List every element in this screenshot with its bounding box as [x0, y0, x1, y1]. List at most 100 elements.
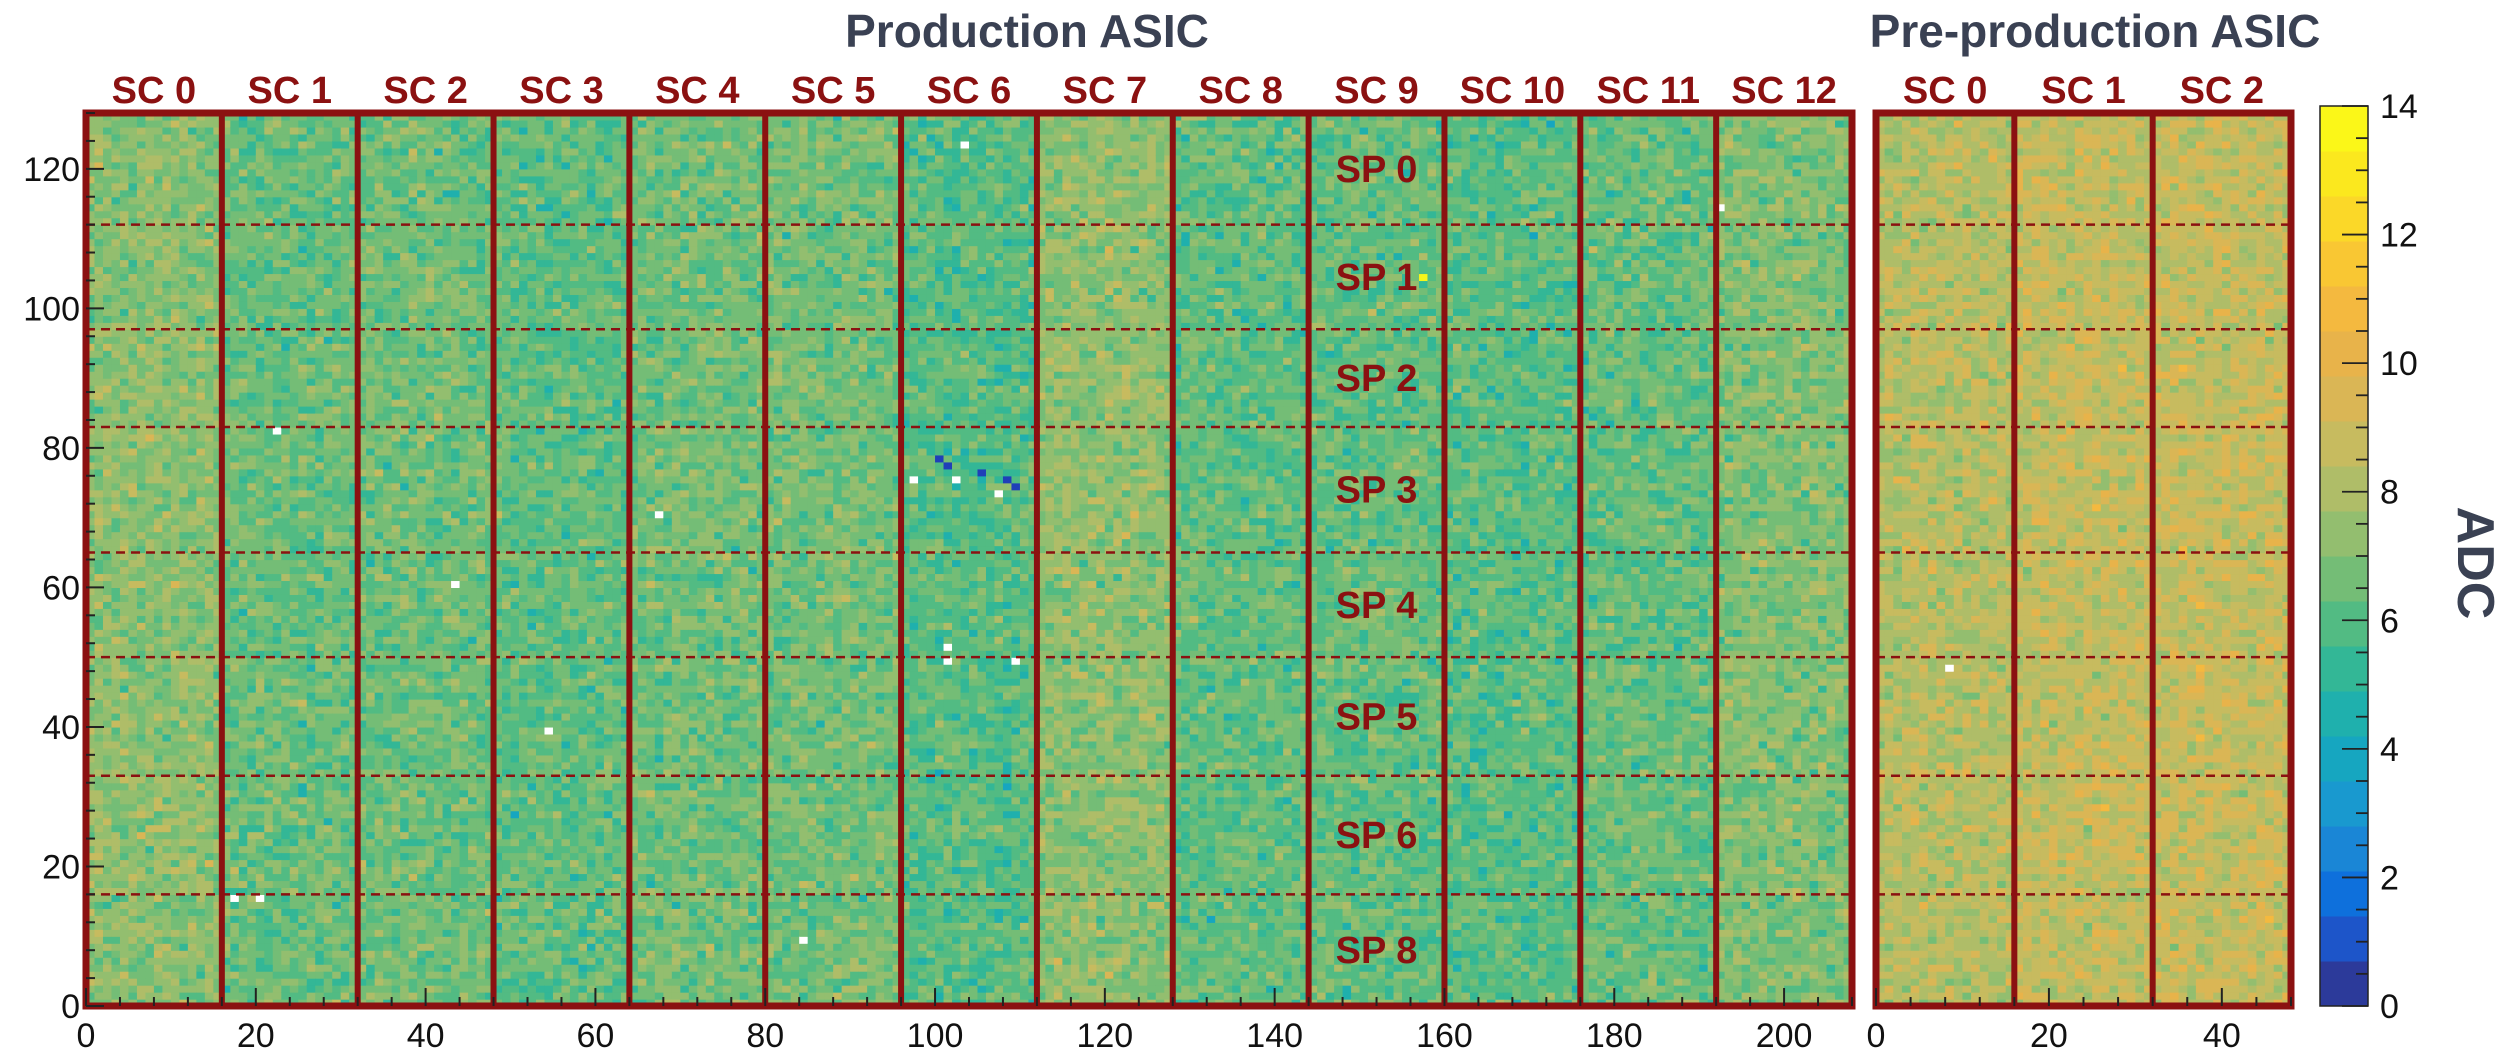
production-pixel-cell: [255, 580, 265, 589]
production-pixel-cell: [111, 301, 121, 309]
production-pixel-cell: [298, 210, 308, 219]
production-pixel-cell: [204, 657, 214, 665]
production-pixel-cell: [366, 147, 376, 156]
production-pixel-cell: [94, 615, 104, 623]
production-pixel-cell: [298, 678, 308, 686]
production-pixel-cell: [94, 950, 104, 958]
production-pixel-cell: [136, 140, 147, 149]
production-pixel-cell: [238, 210, 248, 219]
production-pixel-cell: [281, 601, 291, 609]
production-pixel-cell: [383, 964, 393, 972]
production-pixel-cell: [102, 671, 113, 679]
production-pixel-cell: [272, 126, 282, 135]
production-pixel-cell: [247, 433, 257, 442]
production-pixel-cell: [357, 678, 367, 686]
production-pixel-cell: [349, 175, 359, 184]
production-pixel-cell: [281, 489, 291, 498]
production-pixel-cell: [162, 887, 172, 895]
production-pixel-cell: [230, 259, 240, 268]
production-pixel-cell: [332, 245, 342, 254]
production-pixel-cell: [332, 706, 342, 714]
production-pixel-cell: [153, 280, 164, 289]
production-pixel-cell: [340, 189, 350, 198]
production-pixel-cell: [86, 531, 96, 540]
production-pixel-cell: [264, 385, 274, 393]
production-pixel-cell: [196, 133, 206, 142]
production-pixel-cell: [196, 217, 206, 226]
production-pixel-cell: [374, 329, 384, 337]
production-pixel-cell: [332, 573, 342, 582]
production-pixel-cell: [86, 587, 96, 595]
production-pixel-cell: [408, 685, 418, 693]
production-pixel-cell: [349, 378, 359, 386]
production-pixel-cell: [264, 399, 274, 407]
production-pixel-cell: [170, 259, 180, 268]
production-pixel-cell: [281, 908, 291, 916]
production-pixel-cell: [136, 985, 147, 993]
production-pixel-cell: [162, 238, 172, 247]
production-pixel-cell: [204, 489, 214, 498]
production-pixel-cell: [349, 859, 359, 868]
production-pixel-cell: [289, 978, 299, 986]
production-pixel-cell: [221, 475, 231, 484]
production-pixel-cell: [264, 412, 274, 421]
production-pixel-cell: [349, 308, 359, 316]
production-pixel-cell: [238, 943, 248, 951]
production-pixel-cell: [230, 252, 240, 261]
production-pixel-cell: [357, 894, 367, 902]
production-pixel-cell: [264, 175, 274, 184]
production-pixel-cell: [221, 580, 231, 589]
production-pixel-cell: [221, 461, 231, 470]
production-pixel-cell: [289, 252, 299, 261]
production-pixel-cell: [255, 859, 265, 868]
production-pixel-cell: [264, 392, 274, 400]
production-pixel-cell: [281, 594, 291, 602]
production-pixel-cell: [145, 322, 155, 330]
production-pixel-cell: [102, 357, 113, 365]
production-pixel-cell: [153, 371, 164, 379]
production-pixel-cell: [306, 238, 316, 247]
production-pixel-cell: [162, 133, 172, 142]
production-pixel-cell: [221, 364, 231, 372]
production-pixel-cell: [272, 503, 282, 512]
production-pixel-cell: [332, 992, 342, 1000]
production-pixel-cell: [170, 433, 180, 442]
production-pixel-cell: [162, 950, 172, 958]
production-pixel-cell: [204, 636, 214, 644]
production-pixel-cell: [102, 371, 113, 379]
production-pixel-cell: [179, 601, 189, 609]
production-pixel-cell: [221, 936, 231, 944]
production-pixel-cell: [340, 740, 350, 749]
production-pixel-cell: [374, 301, 384, 309]
production-pixel-cell: [94, 231, 104, 240]
production-pixel-cell: [391, 385, 401, 393]
production-pixel-cell: [383, 671, 393, 679]
production-pixel-cell: [391, 524, 401, 533]
production-pixel-cell: [187, 531, 197, 540]
production-pixel-cell: [366, 838, 376, 847]
production-pixel-cell: [281, 957, 291, 965]
production-pixel-cell: [221, 482, 231, 491]
production-pixel-cell: [400, 266, 410, 275]
production-pixel-cell: [119, 733, 130, 742]
production-pixel-cell: [383, 419, 393, 428]
production-pixel-cell: [315, 133, 325, 142]
production-pixel-cell: [179, 936, 189, 944]
production-pixel-cell: [187, 496, 197, 505]
production-pixel-cell: [366, 880, 376, 888]
production-pixel-cell: [366, 426, 376, 435]
production-pixel-cell: [111, 545, 121, 554]
production-pixel-cell: [383, 587, 393, 595]
production-pixel-cell: [230, 566, 240, 575]
production-pixel-cell: [94, 287, 104, 295]
production-pixel-cell: [230, 908, 240, 916]
production-pixel-cell: [119, 189, 130, 198]
production-pixel-cell: [340, 168, 350, 177]
production-pixel-cell: [281, 664, 291, 672]
production-pixel-cell: [383, 287, 393, 295]
production-pixel-cell: [408, 406, 418, 414]
production-pixel-cell: [119, 482, 130, 491]
production-pixel-cell: [111, 950, 121, 958]
production-pixel-cell: [170, 782, 180, 791]
production-pixel-cell: [391, 971, 401, 979]
